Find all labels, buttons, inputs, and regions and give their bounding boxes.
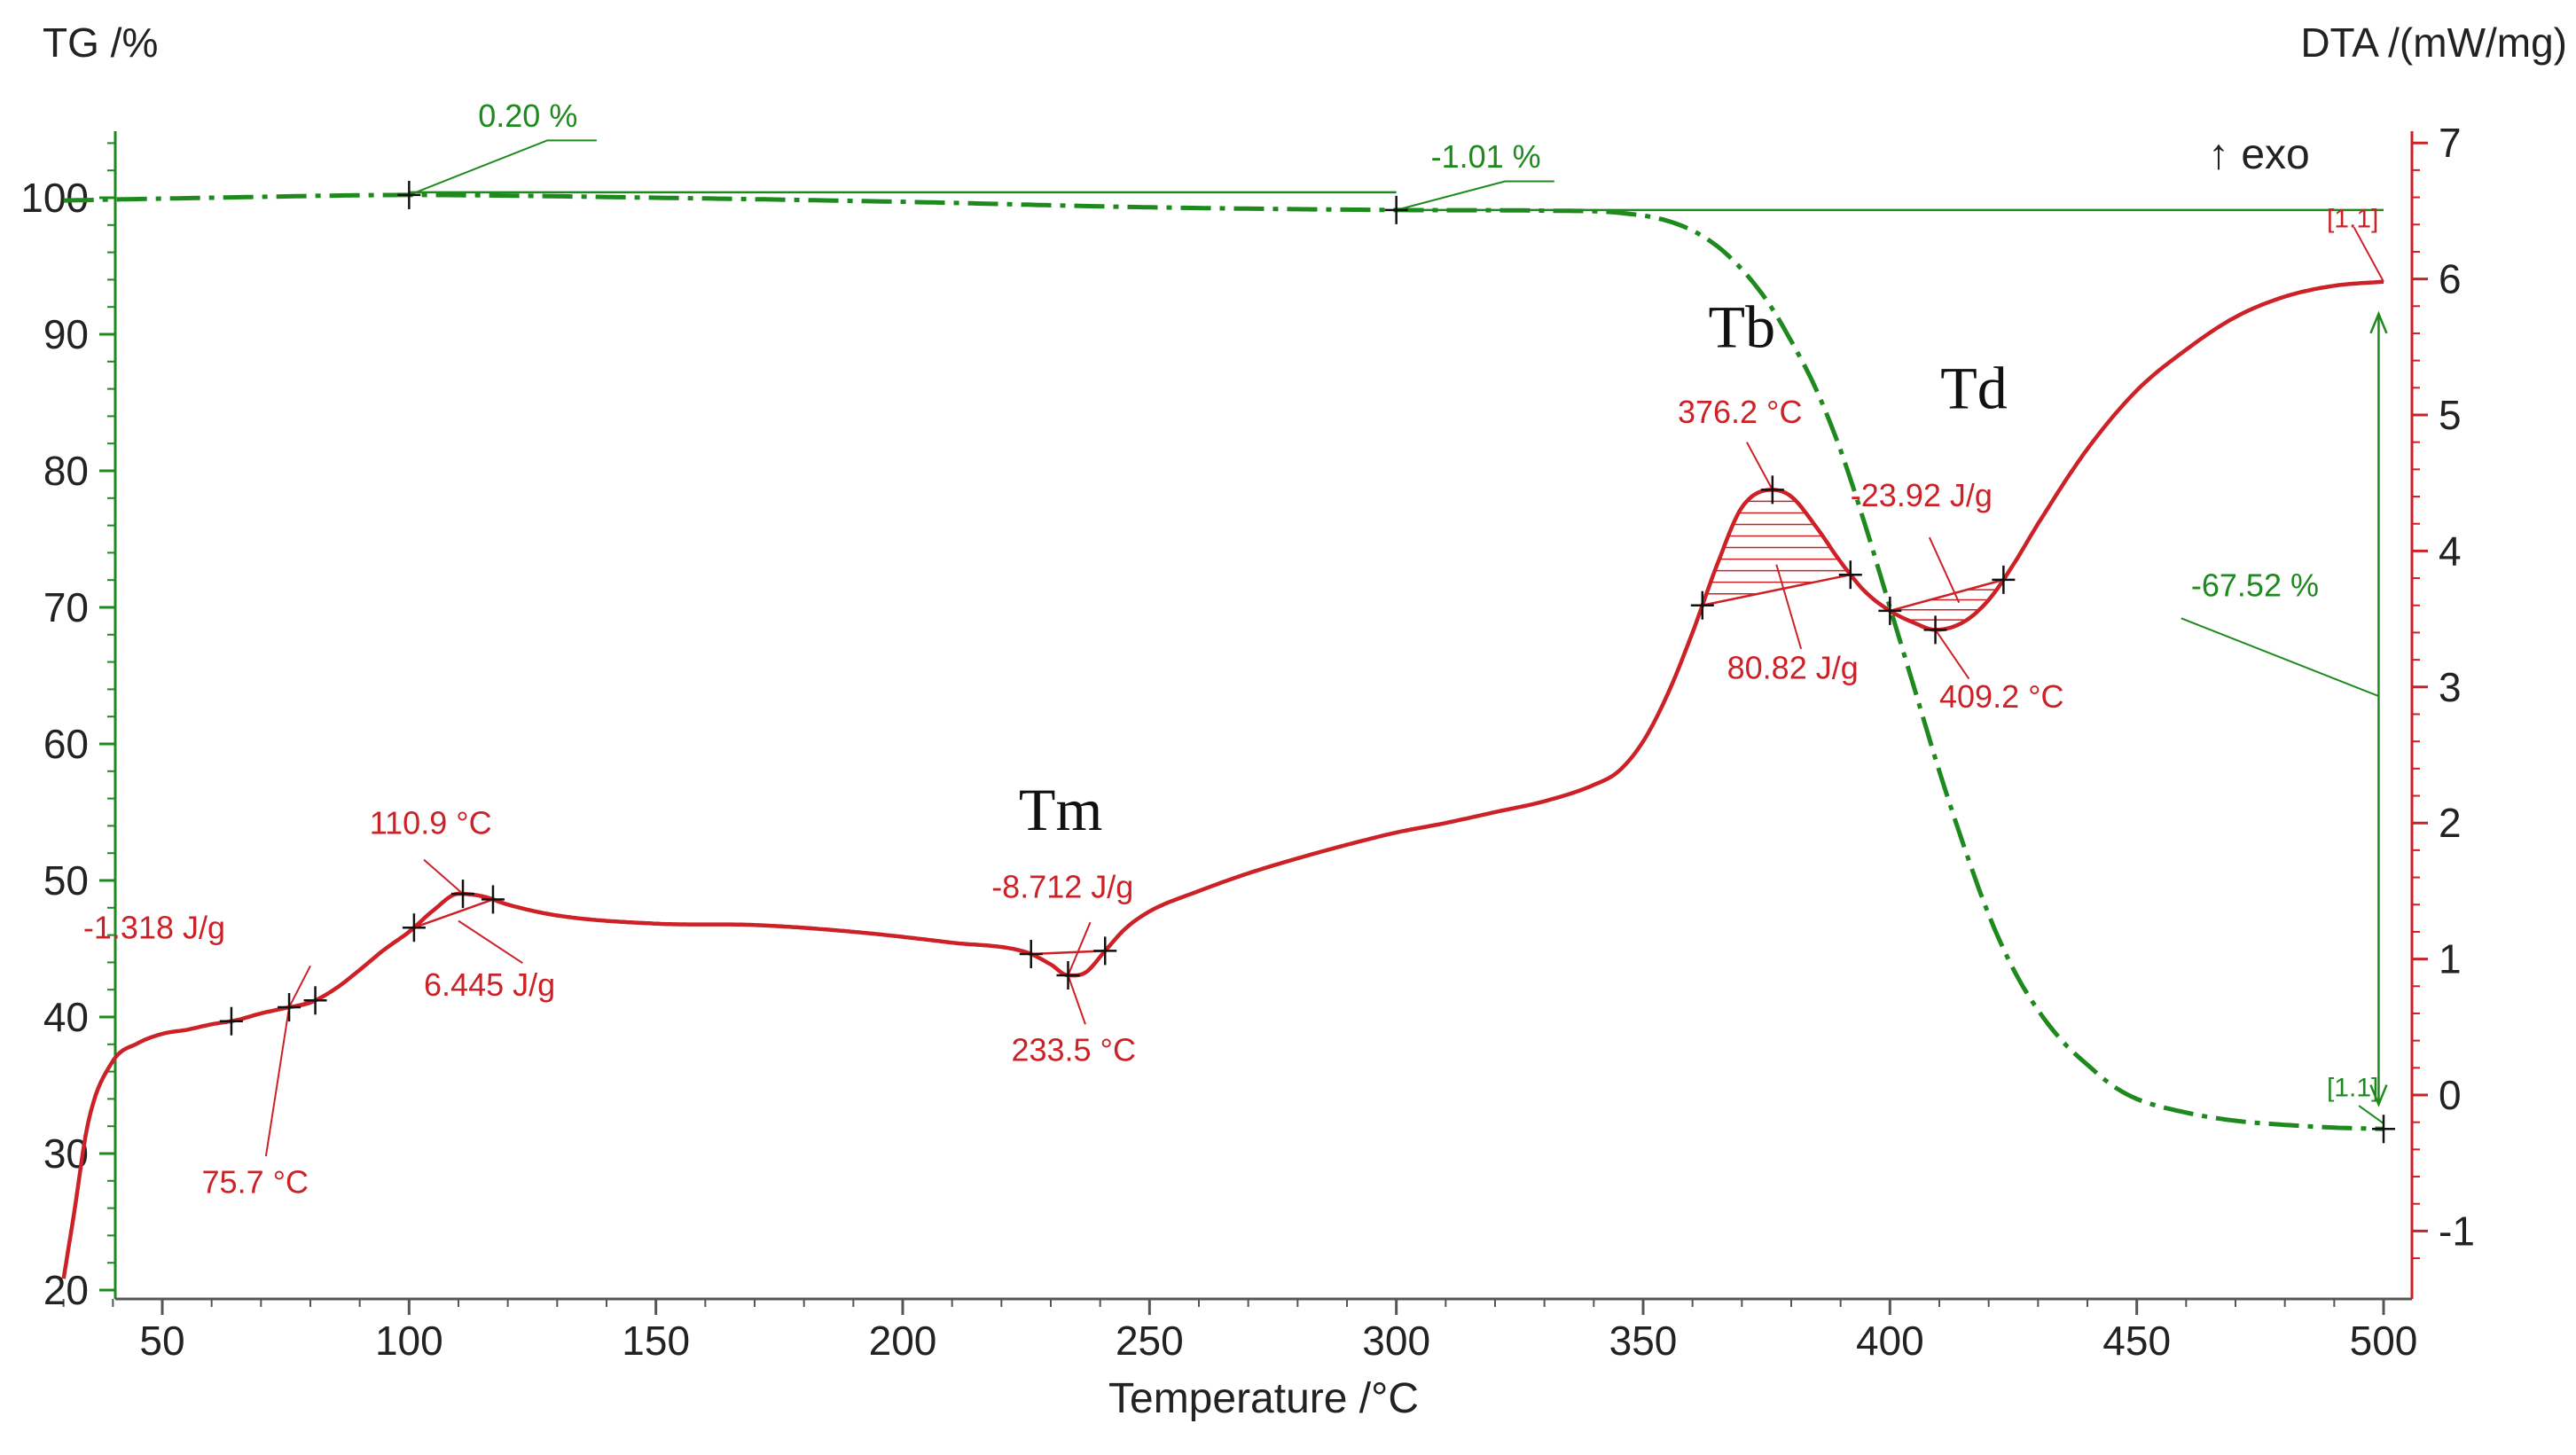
dta-tick-label: 2: [2439, 800, 2462, 846]
tg-tick-label: 90: [43, 311, 89, 357]
dta-annotation-peak-2: 110.9 °C: [370, 804, 492, 841]
tg-tick-label: 60: [43, 721, 89, 767]
x-tick-label: 450: [2102, 1318, 2171, 1364]
dta-leader-a10: [1934, 629, 1970, 680]
x-tick-label: 300: [1362, 1318, 1430, 1364]
x-tick-label: 250: [1116, 1318, 1184, 1364]
tg-tick-label: 70: [43, 584, 89, 630]
dta-leader-a6: [1067, 974, 1086, 1025]
dta-tick-label: 5: [2439, 392, 2462, 438]
dta-leader-seg: [2353, 226, 2384, 283]
dta-annotation-enthalpy-5: -23.92 J/g: [1851, 477, 1993, 513]
tg-leader-2: [2181, 617, 2379, 698]
dta-tick-label: 0: [2439, 1072, 2462, 1118]
dta-annotation-peak-4: 376.2 °C: [1678, 394, 1802, 430]
tg-tick-label: 100: [20, 175, 89, 221]
dta-series-line: [61, 279, 2384, 1279]
dta-tick-label: 1: [2439, 936, 2462, 982]
phase-label-tb: Tb: [1709, 293, 1776, 360]
tg-tick-label: 40: [43, 994, 89, 1040]
segment-mark-tg: [1.1]: [2327, 1073, 2378, 1102]
tg-series-line: [63, 192, 2384, 1131]
dta-baseline-4: [1702, 573, 1852, 606]
phase-label-tm: Tm: [1019, 776, 1102, 843]
tg-axis-title: TG /%: [43, 20, 158, 66]
dta-leader-a2: [264, 1006, 291, 1157]
x-tick-label: 500: [2350, 1318, 2418, 1364]
dta-baseline-2: [413, 898, 494, 929]
dta-leader-a8: [1775, 564, 1803, 650]
tg-step-label-2: -67.52 %: [2191, 567, 2319, 604]
tg-leader-0: [408, 139, 597, 196]
tg-arrow-head-bottom: [2369, 1084, 2388, 1107]
dta-annotation-peak-5: 409.2 °C: [1939, 678, 2063, 715]
dta-baseline-3: [1030, 950, 1106, 956]
dta-baseline-5: [1890, 578, 2004, 613]
x-tick-label: 100: [375, 1318, 443, 1364]
dta-leader-a1: [288, 965, 311, 1008]
dta-tick-label: 3: [2439, 664, 2462, 710]
x-axis-title: Temperature /°C: [1108, 1375, 1419, 1422]
dta-leader-a7: [1746, 442, 1773, 490]
x-tick-label: 400: [1856, 1318, 1924, 1364]
dta-annotation-peak-1: 75.7 °C: [202, 1163, 309, 1200]
dta-tick-label: -1: [2439, 1208, 2475, 1254]
phase-label-td: Td: [1940, 354, 2008, 421]
dta-leader-a3: [423, 858, 464, 895]
dta-annotation-peak-3: 233.5 °C: [1011, 1032, 1135, 1068]
tg-step-label-0: 0.20 %: [478, 98, 577, 134]
dta-tick-label: 6: [2439, 256, 2462, 302]
dta-annotation-enthalpy-3: -8.712 J/g: [991, 869, 1133, 905]
dta-annotation-enthalpy-2: 6.445 J/g: [424, 966, 555, 1003]
dta-tick-label: 4: [2439, 528, 2462, 574]
dta-leader-a5: [1067, 921, 1092, 976]
dta-annotation-enthalpy-1: -1.318 J/g: [83, 910, 225, 946]
tg-arrow-head-top: [2369, 310, 2388, 334]
dta-annotation-enthalpy-4: 80.82 J/g: [1727, 650, 1859, 686]
tg-step-label-1: -1.01 %: [1431, 138, 1541, 175]
x-tick-label: 200: [869, 1318, 937, 1364]
axis-ticks: 50 100 150 200 250 300 350 400 450 50020304050607…: [20, 120, 2475, 1364]
exo-direction-label: ↑ exo: [2208, 131, 2310, 178]
x-tick-label: 150: [622, 1318, 690, 1364]
annotation-guides: [231, 139, 2388, 1157]
tg-tick-label: 50: [43, 857, 89, 904]
x-tick-label: 350: [1609, 1318, 1678, 1364]
dta-leader-a4: [458, 919, 523, 965]
dta-leader-a9: [1928, 536, 1961, 604]
segment-mark-dta: [1.1]: [2327, 204, 2378, 233]
annotation-markers: [219, 180, 2395, 1144]
tg-tick-label: 80: [43, 448, 89, 494]
tg-leader-seg: [2358, 1105, 2384, 1124]
dta-tick-label: 7: [2439, 120, 2462, 166]
tg-leader-1: [1396, 180, 1554, 211]
x-tick-label: 50: [139, 1318, 184, 1364]
dta-axis-title: DTA /(mW/mg): [2300, 20, 2567, 66]
